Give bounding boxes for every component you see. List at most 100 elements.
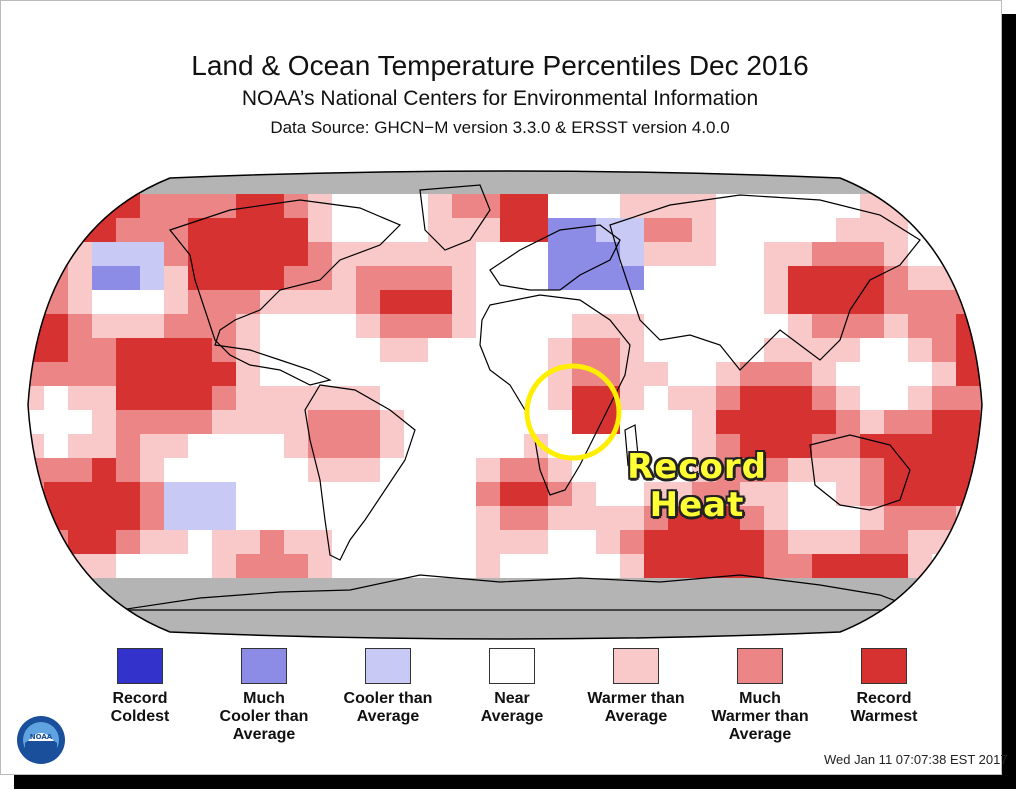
anomaly-cell bbox=[860, 362, 884, 386]
anomaly-cell bbox=[596, 626, 620, 639]
anomaly-cell bbox=[860, 506, 884, 530]
anomaly-cell bbox=[956, 362, 980, 386]
anomaly-cell bbox=[28, 458, 44, 482]
anomaly-cell bbox=[836, 194, 860, 218]
legend-label: Much Cooler than Average bbox=[219, 690, 309, 743]
anomaly-cell bbox=[908, 530, 932, 554]
anomaly-cell bbox=[764, 362, 788, 386]
anomaly-cell bbox=[404, 171, 428, 194]
anomaly-cell bbox=[212, 362, 236, 386]
anomaly-cell bbox=[836, 218, 860, 242]
anomaly-cell bbox=[932, 362, 956, 386]
anomaly-cell bbox=[980, 266, 982, 290]
anomaly-cell bbox=[716, 482, 740, 506]
anomaly-cell bbox=[28, 194, 44, 218]
anomaly-cell bbox=[548, 242, 572, 266]
anomaly-cell bbox=[236, 242, 260, 266]
anomaly-cell bbox=[692, 338, 716, 362]
anomaly-cell bbox=[44, 386, 68, 410]
anomaly-cell bbox=[620, 482, 644, 506]
anomaly-cell bbox=[284, 458, 308, 482]
anomaly-cell bbox=[812, 218, 836, 242]
anomaly-cell bbox=[668, 410, 692, 434]
anomaly-cell bbox=[380, 554, 404, 578]
anomaly-cell bbox=[68, 194, 92, 218]
anomaly-cell bbox=[28, 626, 44, 639]
anomaly-cell bbox=[620, 171, 644, 194]
anomaly-cell bbox=[884, 626, 908, 639]
anomaly-cell bbox=[212, 194, 236, 218]
anomaly-cell bbox=[836, 554, 860, 578]
greenland-coast bbox=[419, 184, 491, 251]
anomaly-cell bbox=[332, 602, 356, 626]
anomaly-cell bbox=[596, 338, 620, 362]
anomaly-cell bbox=[476, 171, 500, 194]
anomaly-cell bbox=[92, 242, 116, 266]
anomaly-cell bbox=[740, 602, 764, 626]
anomaly-cell bbox=[692, 386, 716, 410]
anomaly-cell bbox=[500, 218, 524, 242]
noaa-logo-wave bbox=[25, 736, 57, 758]
anomaly-cell bbox=[404, 482, 428, 506]
anomaly-cell bbox=[116, 314, 140, 338]
anomaly-cell bbox=[716, 626, 740, 639]
anomaly-cell bbox=[28, 602, 44, 626]
anomaly-cell bbox=[236, 458, 260, 482]
anomaly-cell bbox=[260, 434, 284, 458]
anomaly-cell bbox=[260, 194, 284, 218]
anomaly-cell bbox=[980, 530, 982, 554]
anomaly-cell bbox=[68, 386, 92, 410]
anomaly-cell bbox=[716, 458, 740, 482]
anomaly-cell bbox=[140, 578, 164, 602]
anomaly-cell bbox=[692, 506, 716, 530]
anomaly-cell bbox=[740, 290, 764, 314]
anomaly-cell bbox=[668, 530, 692, 554]
anomaly-cell bbox=[28, 530, 44, 554]
anomaly-cell bbox=[572, 506, 596, 530]
anomaly-cell bbox=[116, 602, 140, 626]
anomaly-cell bbox=[500, 362, 524, 386]
anomaly-cell bbox=[860, 314, 884, 338]
anomaly-cell bbox=[260, 602, 284, 626]
anomaly-cell bbox=[956, 458, 980, 482]
anomaly-cell bbox=[572, 171, 596, 194]
anomaly-cell bbox=[524, 602, 548, 626]
anomaly-cell bbox=[332, 410, 356, 434]
anomaly-cell bbox=[956, 602, 980, 626]
anomaly-cell bbox=[692, 530, 716, 554]
anomaly-cell bbox=[140, 218, 164, 242]
anomaly-cell bbox=[884, 482, 908, 506]
anomaly-cell bbox=[212, 314, 236, 338]
anomaly-cell bbox=[644, 338, 668, 362]
anomaly-cell bbox=[908, 434, 932, 458]
anomaly-cell bbox=[812, 171, 836, 194]
anomaly-cell bbox=[740, 458, 764, 482]
anomaly-cell bbox=[788, 434, 812, 458]
anomaly-cell bbox=[596, 218, 620, 242]
anomaly-cell bbox=[980, 482, 982, 506]
anomaly-cell bbox=[620, 602, 644, 626]
anomaly-cell bbox=[356, 314, 380, 338]
legend-label: Cooler than Average bbox=[343, 690, 433, 725]
anomaly-cell bbox=[980, 171, 982, 194]
anomaly-cell bbox=[572, 218, 596, 242]
anomaly-cell bbox=[116, 434, 140, 458]
anomaly-cell bbox=[548, 602, 572, 626]
anomaly-cell bbox=[140, 338, 164, 362]
anomaly-cell bbox=[716, 218, 740, 242]
anomaly-cell bbox=[644, 290, 668, 314]
anomaly-cell bbox=[140, 530, 164, 554]
anomaly-cell bbox=[572, 386, 596, 410]
timestamp: Wed Jan 11 07:07:38 EST 2017 bbox=[824, 752, 1008, 767]
anomaly-cell bbox=[980, 578, 982, 602]
anomaly-cell bbox=[812, 410, 836, 434]
anomaly-cell bbox=[980, 194, 982, 218]
anomaly-cell bbox=[620, 338, 644, 362]
anomaly-cell bbox=[548, 554, 572, 578]
anomaly-cell bbox=[740, 242, 764, 266]
anomaly-cell bbox=[116, 218, 140, 242]
anomaly-cell bbox=[284, 338, 308, 362]
anomaly-cell bbox=[356, 530, 380, 554]
anomaly-cell bbox=[332, 530, 356, 554]
anomaly-cell bbox=[908, 362, 932, 386]
